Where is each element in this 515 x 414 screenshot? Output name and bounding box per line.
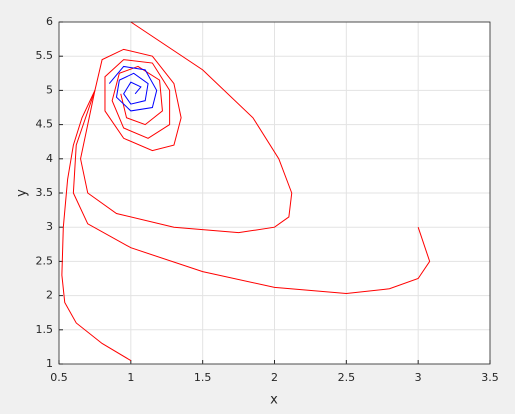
x-tick-label: 2.5 bbox=[338, 371, 356, 384]
y-tick-label: 5 bbox=[46, 83, 53, 96]
y-tick-label: 4.5 bbox=[36, 118, 54, 131]
y-tick-label: 3 bbox=[46, 220, 53, 233]
trajectory bbox=[108, 65, 158, 112]
x-tick-label: 1.5 bbox=[194, 371, 212, 384]
trajectory bbox=[72, 90, 431, 295]
axes-box bbox=[58, 21, 491, 365]
x-tick-label: 3.5 bbox=[481, 371, 499, 384]
x-tick-label: 3 bbox=[415, 371, 422, 384]
x-tick-label: 2 bbox=[271, 371, 278, 384]
trajectory bbox=[80, 21, 293, 234]
y-tick-label: 2.5 bbox=[36, 254, 54, 267]
x-axis-label: x bbox=[270, 393, 278, 408]
y-axis-label: y bbox=[15, 189, 30, 197]
y-tick-label: 3.5 bbox=[36, 186, 54, 199]
y-tick-label: 1 bbox=[46, 357, 53, 370]
y-tick-label: 6 bbox=[46, 15, 53, 28]
trajectory bbox=[61, 90, 132, 362]
y-tick-label: 1.5 bbox=[36, 323, 54, 336]
y-tick-label: 2 bbox=[46, 289, 53, 302]
trajectory bbox=[94, 48, 182, 152]
y-tick-label: 5.5 bbox=[36, 49, 54, 62]
y-tick-label: 4 bbox=[46, 152, 53, 165]
x-tick-label: 1 bbox=[127, 371, 134, 384]
x-tick-label: 0.5 bbox=[50, 371, 68, 384]
